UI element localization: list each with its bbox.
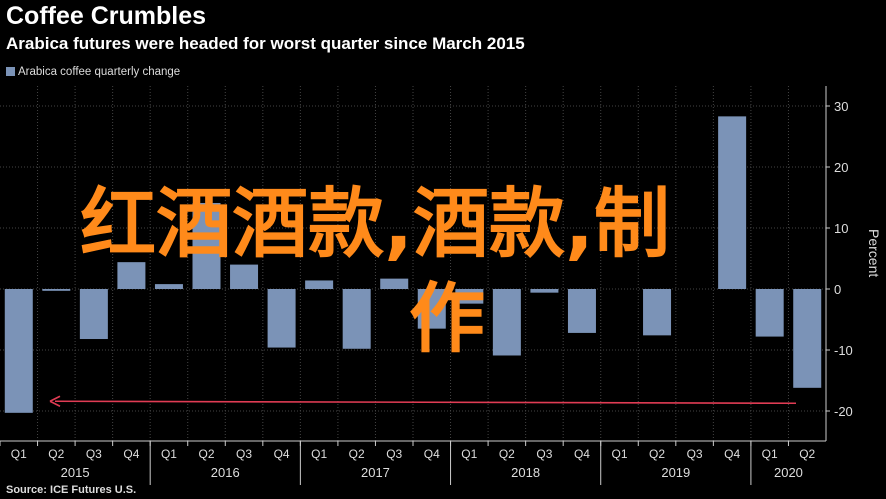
x-tick-label: Q3 [86,447,102,461]
reference-line [54,400,797,405]
bar [643,289,672,336]
bar [117,262,146,289]
y-tick-label: -10 [834,343,853,358]
year-label: 2019 [661,465,690,480]
bar [154,284,183,289]
x-tick-label: Q2 [48,447,64,461]
bar [79,289,108,340]
year-label: 2015 [61,465,90,480]
bar [342,289,371,349]
y-tick-label: -20 [834,404,853,419]
bar [530,289,559,293]
bar [455,289,484,304]
legend-swatch [6,67,15,76]
y-tick-label: 10 [834,221,848,236]
x-tick-label: Q2 [649,447,665,461]
legend: Arabica coffee quarterly change [6,66,180,78]
chart-subtitle: Arabica futures were headed for worst qu… [6,34,525,53]
bar [4,289,33,413]
x-tick-label: Q4 [424,447,440,461]
bar [492,289,521,356]
bar [793,289,822,388]
x-tick-label: Q4 [274,447,290,461]
bar [192,202,221,289]
x-tick-label: Q1 [161,447,177,461]
bar [267,289,296,348]
y-tick-label: 30 [834,99,848,114]
bar [567,289,596,333]
x-tick-label: Q2 [198,447,214,461]
bar [718,116,747,290]
x-tick-label: Q3 [236,447,252,461]
x-tick-label: Q4 [724,447,740,461]
year-label: 2018 [511,465,540,480]
x-tick-label: Q1 [11,447,27,461]
x-tick-label: Q4 [574,447,590,461]
x-tick-label: Q3 [687,447,703,461]
source-note: Source: ICE Futures U.S. [6,484,137,496]
reference-arrowhead [49,395,61,407]
chart-title: Coffee Crumbles [6,2,207,30]
x-tick-label: Q1 [311,447,327,461]
x-tick-label: Q2 [499,447,515,461]
x-tick-label: Q1 [461,447,477,461]
y-tick-label: 20 [834,160,848,175]
x-tick-label: Q3 [386,447,402,461]
bar [417,289,446,329]
year-label: 2017 [361,465,390,480]
year-label: 2020 [774,465,803,480]
year-label: 2016 [211,465,240,480]
legend-label: Arabica coffee quarterly change [18,66,181,78]
bar [230,264,259,289]
bar [755,289,784,337]
x-tick-label: Q4 [123,447,139,461]
x-tick-label: Q1 [611,447,627,461]
y-axis-label: Percent [866,229,882,277]
bar [42,289,71,291]
x-tick-label: Q1 [762,447,778,461]
x-tick-label: Q3 [536,447,552,461]
x-tick-label: Q2 [799,447,815,461]
bar [380,278,409,289]
bar [305,280,334,289]
y-tick-label: 0 [834,282,841,297]
x-tick-label: Q2 [349,447,365,461]
